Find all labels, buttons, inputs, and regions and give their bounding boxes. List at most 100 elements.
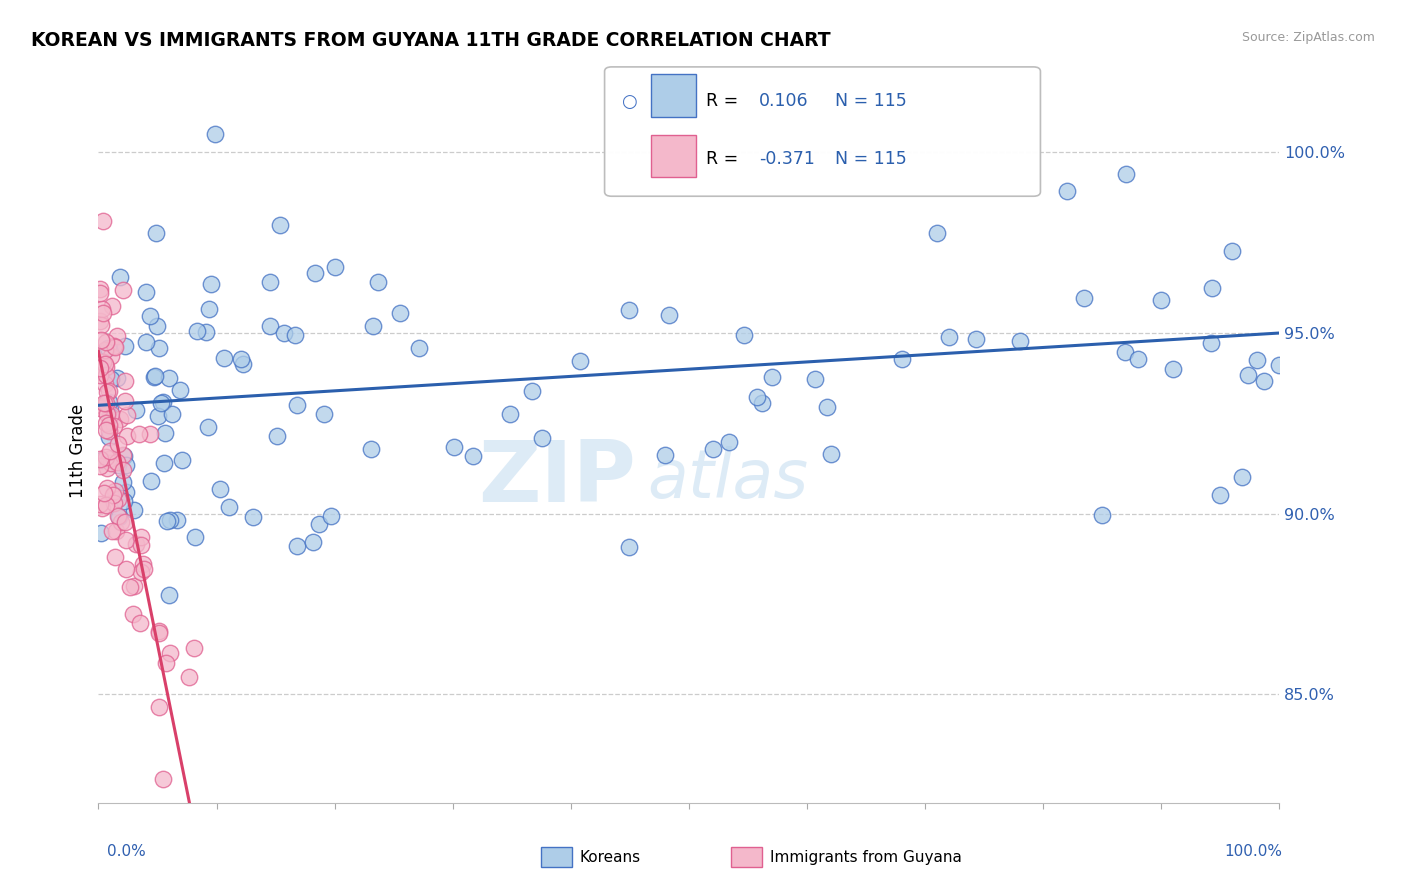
Point [1236,368,1258,383]
Y-axis label: 11th Grade: 11th Grade [69,403,87,498]
Point [148,699,170,714]
Point [96,482,118,496]
Text: N = 115: N = 115 [835,150,907,169]
Point [702,442,724,456]
Point [815,400,838,414]
Point [94,376,117,391]
Point [100,349,122,363]
Point [112,450,135,464]
Point [302,534,325,549]
Point [101,299,124,313]
Point [91,306,114,320]
Point [89,282,111,296]
Point [890,352,912,367]
Point [259,318,281,333]
Point [96,407,118,421]
Point [461,449,484,463]
Point [569,354,592,368]
Point [90,526,112,541]
Point [131,557,153,571]
Text: KOREAN VS IMMIGRANTS FROM GUYANA 11TH GRADE CORRELATION CHART: KOREAN VS IMMIGRANTS FROM GUYANA 11TH GR… [31,31,831,50]
Point [89,368,111,382]
Point [90,301,112,316]
Point [388,306,411,320]
Point [304,266,326,280]
Point [107,492,129,507]
Point [145,369,167,384]
Point [89,360,111,375]
Point [285,539,308,553]
Point [733,327,755,342]
Point [107,458,129,472]
Point [112,475,135,489]
Point [124,578,146,592]
Point [197,420,219,434]
Point [111,283,134,297]
Point [1091,508,1114,522]
Point [115,408,138,422]
Point [208,482,231,496]
Point [751,396,773,410]
Point [184,529,207,543]
Point [1230,470,1253,484]
Point [114,339,136,353]
Point [98,401,121,416]
Point [619,302,641,317]
Point [156,514,179,528]
Point [90,333,112,347]
Point [114,516,136,530]
Point [308,517,330,532]
Point [104,550,127,565]
Point [820,447,842,461]
Point [145,227,167,241]
Point [242,510,264,524]
Point [94,416,117,430]
Point [965,332,987,346]
Point [103,419,125,434]
Point [323,260,346,274]
Point [197,302,219,317]
Point [89,401,111,416]
Point [93,343,115,357]
Point [121,607,143,621]
Point [100,407,122,421]
Point [1161,361,1184,376]
Point [170,453,193,467]
Point [107,509,129,524]
Point [938,330,960,344]
Point [1220,244,1243,259]
Point [93,396,115,410]
Point [520,384,543,398]
Point [319,508,342,523]
Point [231,351,253,366]
Point [159,646,181,660]
Text: 0.106: 0.106 [759,93,808,111]
Point [1199,335,1222,350]
Point [107,437,129,451]
Point [218,500,240,514]
Point [1126,351,1149,366]
Point [97,451,120,466]
Point [149,395,172,409]
Point [101,524,124,538]
Text: R =: R = [706,93,744,111]
Point [89,451,111,466]
Point [135,285,157,300]
Point [619,540,641,554]
Point [367,275,389,289]
Point [186,325,208,339]
Point [804,372,827,386]
Point [408,341,430,355]
Point [91,500,114,515]
Point [129,530,152,544]
Text: 0.0%: 0.0% [107,845,146,859]
Point [101,488,124,502]
Point [153,456,176,470]
Point [96,450,118,464]
Point [110,269,132,284]
Point [114,374,136,388]
Point [125,403,148,417]
Point [183,640,205,655]
Point [100,372,122,386]
Point [115,429,138,443]
